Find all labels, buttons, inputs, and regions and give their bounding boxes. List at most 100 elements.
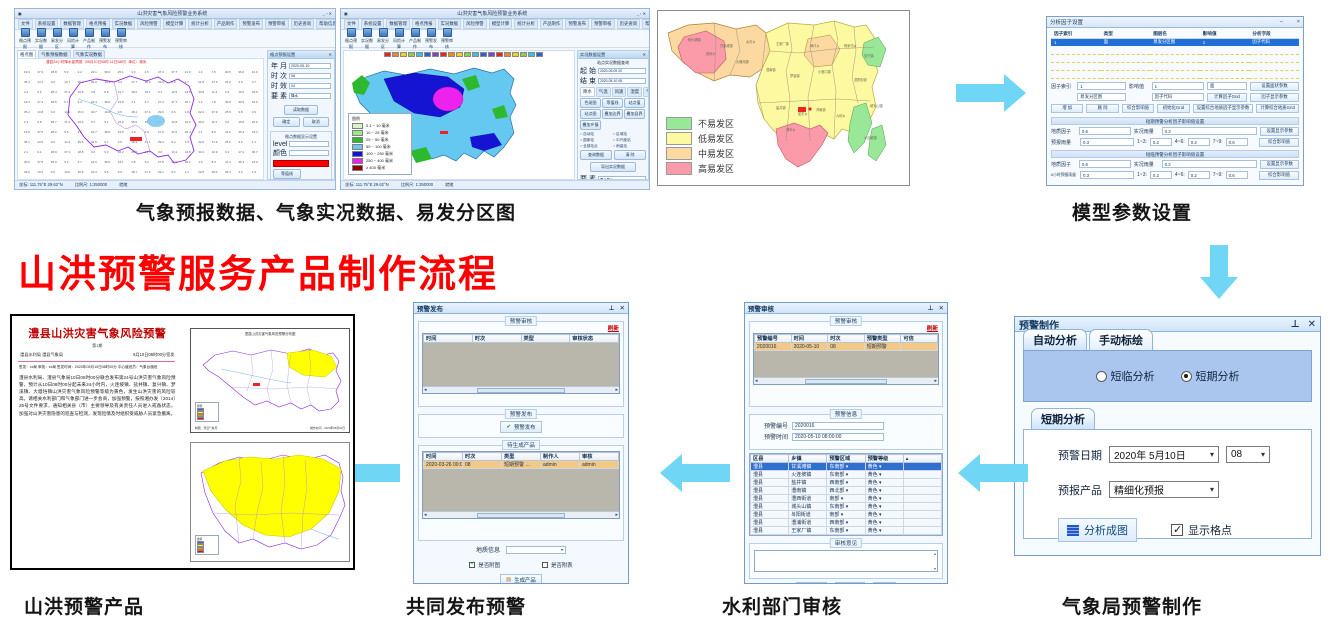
param-action-button[interactable]: 综合影响值 [1121, 103, 1155, 113]
panel-field-row[interactable]: 要 素降水 [271, 91, 331, 101]
scroll-thumb[interactable] [477, 387, 565, 393]
select-field-value[interactable]: 累计降水 [597, 176, 646, 179]
menu-item[interactable]: 预警发布 [565, 19, 589, 29]
combined-influence-button-1[interactable]: 综合影响值 [1259, 137, 1299, 147]
sidepanel-fields[interactable]: 起 始 2020-05-09 20 结 束 2020-05-10 08 [580, 66, 646, 86]
element-tab[interactable]: 风速 [611, 87, 627, 97]
color-swatch[interactable] [512, 52, 519, 57]
toolbar-button[interactable]: 格点预报 [345, 27, 357, 50]
sub-tab-short-term[interactable]: 短期分析 [1031, 408, 1095, 429]
toolbar-button[interactable]: 实况数据 [35, 27, 47, 50]
color-swatch[interactable] [424, 52, 431, 57]
obs-rain-input-2[interactable]: 0.2 [1161, 160, 1258, 168]
short-term-form-pane[interactable]: 预警日期 2020年 5月10日 ▾ 08 ▾ 预报产品 精细化预报 ▾ [1023, 429, 1312, 542]
analysis-mode-pane[interactable]: 短临分析 短期分析 [1023, 350, 1312, 402]
field-select[interactable]: 因子代码 [1151, 93, 1204, 101]
menu-item[interactable]: 格点预报 [411, 19, 436, 29]
panel-field-row[interactable]: 年 月 2020-05-10 [271, 61, 331, 71]
color-swatch[interactable] [416, 52, 423, 57]
show-grid-checkbox[interactable]: 显示格点 [1171, 522, 1232, 538]
attach-table-checkbox[interactable]: 是否附表 [542, 561, 573, 569]
panel-button[interactable]: 确定 [273, 117, 300, 127]
review-button[interactable]: ✎修改 [796, 582, 827, 583]
menu-item[interactable]: 系统设置 [360, 19, 385, 29]
panel-field-row[interactable]: 时 次 08 [271, 71, 331, 81]
menu-item[interactable]: 帮助信息 [642, 19, 649, 29]
param-action-buttons[interactable]: 增 加删 除综合影响值 初始化Grid 设置综合地质因子显示参数 计算综合地质Grid [1051, 103, 1299, 113]
menu-item[interactable]: 风险预警 [463, 19, 487, 29]
gis-rain-map[interactable]: 图例 0.1 ~ 10 毫米 10 ~ 25 毫米 25 ~ 50 毫米 50 ~ 1… [343, 50, 575, 180]
param-action-button[interactable]: 删 除 [1086, 103, 1119, 113]
table-row[interactable]: 澧县 盐井镇 西南部 ▾ 黄色 ▾ [749, 478, 943, 487]
warning-date-select[interactable]: 2020年 5月10日 ▾ [1109, 446, 1219, 463]
table-row[interactable]: 澧县 澧南镇 西北部 ▾ 黄色 ▾ [749, 486, 943, 495]
flood-warning-product-document[interactable]: 澧县山洪灾害气象风险预警 第1期 澧县水利局 澧县气象局 5月10日08时00分… [10, 314, 355, 570]
influence-input[interactable]: 1 [1151, 82, 1205, 90]
menu-item[interactable]: 格点预报 [85, 19, 110, 29]
segment-input[interactable]: 0.6 [1225, 138, 1248, 146]
warning-date-row[interactable]: 预警日期 2020年 5月10日 ▾ 08 ▾ [1058, 446, 1311, 463]
color-swatch[interactable] [520, 52, 527, 57]
review-action-buttons[interactable]: ✎修改 ✔通过 驳回 [745, 582, 947, 583]
attachment-options[interactable]: 是否附图 是否附表 [414, 560, 628, 569]
warning-detail-table[interactable]: 区县 乡镇 预警区域 预警等级 ▴ 澧县 甘溪滩镇 东南部 ▾ 黄色 ▾ 澧县 火连坡镇 东南部 … [749, 454, 943, 535]
window-controls[interactable]: _ ▫ ✕ [636, 11, 646, 16]
sidepanel-close-icon[interactable]: ✕ [642, 52, 646, 57]
scroll-up-icon[interactable]: ▴ [933, 551, 936, 556]
gis-rain-menubar[interactable]: 文件 系统设置 数据管理 格点预报 实况数据 风险预警 模型计算 统计分析 产品制作 预警发布 预警… [341, 19, 649, 30]
panel-field-input[interactable]: 24 [288, 83, 331, 89]
analysis-factor-settings-dialog[interactable]: 分析因子设置 – × 因子索引 类型 图层名 影响值 分析字段 1 面易发分区图 1 因子代码… [1046, 16, 1304, 186]
close-icon[interactable]: ✕ [619, 305, 625, 312]
susceptibility-zoning-map[interactable]: 码头铺镇 甘溪滩镇 太青乡 王家厂镇 闸口乡 杨家坊乡 复兴镇 官垸乡 大堰垱镇 澧南镇 梦溪镇 小渡… [657, 10, 910, 186]
display-button[interactable]: 站点图 [580, 109, 601, 119]
scroll-right-icon[interactable]: ▸ [934, 378, 937, 384]
warning-list-hscrollbar[interactable]: ◂ ▸ [754, 377, 938, 384]
color-swatch[interactable] [496, 52, 503, 57]
menu-item[interactable]: 系统设置 [34, 19, 59, 29]
panel-field-row[interactable]: 起 始 2020-05-09 20 [580, 66, 646, 76]
menu-item[interactable]: 预警发布 [239, 19, 263, 29]
display-button[interactable]: 站点值 [624, 98, 645, 108]
legend-button[interactable]: 等值线 [273, 169, 301, 179]
toolbar-button[interactable]: 预警审核 [115, 27, 127, 50]
analysis-mode-radio[interactable]: 短期分析 [1180, 368, 1240, 384]
pin-icon[interactable]: ⊥ [608, 305, 615, 312]
color-swatch[interactable] [488, 52, 495, 57]
station-type-radio[interactable]: ○ 自动站 [580, 132, 594, 136]
legend-color-swatch[interactable] [273, 160, 329, 167]
scroll-left-icon[interactable]: ◂ [424, 387, 427, 393]
panel-field-input[interactable]: 08 [288, 73, 331, 79]
warning-production-panel[interactable]: 预警制作 ⊥ ✕ 自动分析 手动标绘 短临分析 短期分析 短期分析 预警日期 202… [1014, 316, 1321, 556]
publish-review-hscrollbar[interactable]: ◂ ▸ [423, 386, 619, 393]
toolbar-button[interactable]: 易发分区 [51, 27, 63, 50]
station-type-radio[interactable]: ○ 国家站 [580, 138, 594, 142]
toolbar-button[interactable]: 实况数据 [361, 27, 373, 50]
menu-item[interactable]: 预警审核 [591, 19, 615, 29]
gis-rain-sidepanel[interactable]: 实况数据设置 ✕ 站点实况数据查询 起 始 2020-05-09 20 结 束 202… [577, 50, 649, 180]
display-buttons[interactable]: 色斑图 等值线 站点值 站点图 叠加边界 叠加县界 叠加乡镇 [580, 98, 646, 130]
pin-icon[interactable]: ⊥ [927, 305, 934, 312]
toolbar-button[interactable]: 风险计算 [393, 27, 405, 50]
color-swatch[interactable] [384, 52, 391, 57]
map-color-strip[interactable] [384, 52, 543, 57]
factor-row[interactable] [1051, 46, 1299, 55]
combined-influence-button-2[interactable]: 综合影响值 [1259, 170, 1299, 180]
color-swatch[interactable] [456, 52, 463, 57]
scroll-left-icon[interactable]: ◂ [755, 378, 758, 384]
set-polygon-params-button[interactable]: 设置面状参数 [1249, 81, 1299, 91]
segment-input[interactable]: 0.2 [1149, 138, 1172, 146]
chevron-down-icon[interactable]: ▾ [560, 547, 563, 552]
analyze-plot-button[interactable]: 分析成图 [1058, 518, 1137, 542]
warning-publish-panel[interactable]: 预警发布 ⊥ ✕ 预警审核 刷新 时间 时次 类型 审核状态 ◂ ▸ [413, 302, 629, 584]
gis-forecast-toolbar[interactable]: 格点预报 实况数据 易发分区 风险计算 产品制作 预警发布 预警审核 [15, 27, 335, 50]
warning-id-input[interactable]: 2020016 [792, 421, 884, 430]
sidepanel-close-icon[interactable]: ✕ [328, 52, 332, 57]
factor-row[interactable]: 1 面易发分区图 1 因子代码 [1051, 38, 1299, 46]
analyze-row[interactable]: 分析成图 显示格点 [1058, 518, 1311, 542]
analysis-mode-radio[interactable]: 短临分析 [1095, 368, 1155, 384]
table-row[interactable]: 澧县 澧西街道 南部 ▾ 黄色 ▾ [749, 494, 943, 503]
panel-button[interactable]: 取消 [302, 117, 329, 127]
generate-product-button[interactable]: ▤ 生成产品 [500, 574, 542, 583]
display-button[interactable]: 叠加乡镇 [580, 120, 601, 130]
